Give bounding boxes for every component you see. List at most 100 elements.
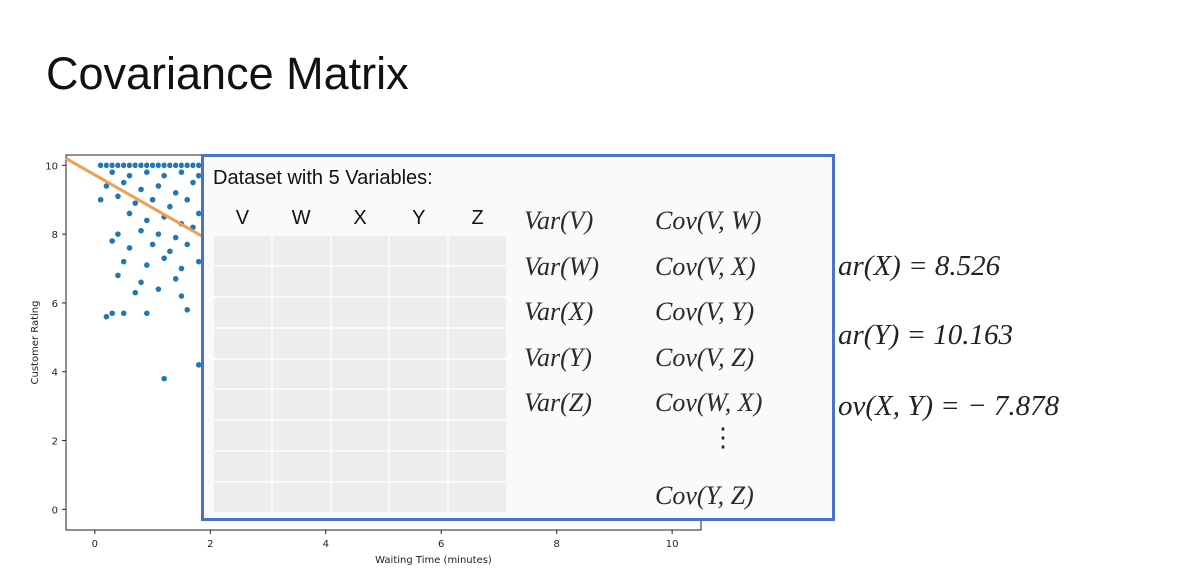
- table-cell: [214, 328, 271, 358]
- table-cell: [390, 452, 448, 482]
- data-point: [183, 196, 191, 204]
- y-tick-label: 6: [52, 299, 58, 310]
- covariance-list: Cov(V, W) Cov(V, X) Cov(V, Y) Cov(V, Z) …: [655, 206, 762, 434]
- table-cell: [272, 266, 330, 296]
- table-cell: [449, 483, 506, 512]
- var-y-equation: ar(Y) = 10.163: [838, 319, 1014, 351]
- table-cell: [331, 390, 389, 420]
- table-cell: [390, 266, 448, 296]
- data-point: [131, 199, 139, 207]
- regression-line: [65, 157, 206, 239]
- x-tick-label: 6: [438, 539, 444, 550]
- covariance-item: Cov(W, X): [655, 388, 763, 417]
- table-cell: [272, 359, 330, 389]
- data-point: [114, 271, 122, 280]
- x-tick-label: 0: [92, 539, 98, 550]
- data-point: [177, 168, 186, 176]
- table-cell: [272, 483, 330, 512]
- x-axis-label: Waiting Time (minutes): [375, 555, 492, 566]
- data-point: [137, 185, 145, 194]
- column-header-y: Y: [390, 202, 448, 234]
- covariance-item-last: Cov(Y, Z): [655, 481, 754, 510]
- data-point: [183, 306, 191, 314]
- var-x-equation: ar(X) = 8.526: [838, 250, 1001, 282]
- table-cell: [272, 452, 330, 482]
- data-point: [148, 240, 157, 249]
- data-point: [143, 216, 151, 224]
- column-header-z: Z: [449, 202, 506, 234]
- table-cell: [390, 359, 448, 389]
- table-cell: [331, 483, 389, 512]
- data-point: [108, 168, 116, 176]
- column-header-v: V: [214, 202, 271, 234]
- table-cell: [214, 452, 271, 482]
- data-point: [189, 178, 197, 187]
- table-cell: [331, 452, 389, 482]
- covariance-item: Cov(V, X): [655, 251, 756, 281]
- x-tick-label: 10: [666, 539, 679, 550]
- variance-item: Var(Y): [524, 342, 592, 372]
- table-cell: [331, 236, 389, 265]
- data-point: [160, 254, 168, 262]
- data-point: [125, 244, 134, 252]
- variance-item: Var(W): [524, 251, 600, 281]
- table-cell: [214, 359, 271, 389]
- data-point: [143, 309, 151, 317]
- table-cell: [390, 483, 448, 512]
- y-tick-label: 10: [45, 161, 58, 172]
- data-point: [160, 172, 168, 180]
- dataset-popup: Dataset with 5 Variables: V W X Y Z Var(…: [201, 154, 835, 521]
- x-tick-label: 4: [323, 539, 329, 550]
- variance-item: Var(V): [524, 206, 594, 235]
- data-point: [154, 182, 162, 190]
- data-point: [108, 309, 116, 317]
- y-axis-label: Customer Rating: [30, 301, 41, 385]
- vertical-ellipsis: ⋮: [710, 423, 736, 452]
- y-tick-label: 8: [52, 230, 58, 241]
- table-cell: [449, 328, 506, 358]
- table-cell: [390, 421, 448, 451]
- slide-title: Covariance Matrix: [46, 48, 409, 99]
- cov-xy-equation: ov(X, Y) = − 7.878: [838, 390, 1060, 422]
- table-cell: [214, 266, 271, 296]
- data-point: [177, 264, 186, 273]
- table-cell: [449, 390, 506, 420]
- column-header-x: X: [331, 202, 389, 234]
- table-cell: [390, 297, 448, 327]
- table-cell: [449, 266, 506, 296]
- variance-item: Var(X): [524, 297, 594, 326]
- table-cell: [272, 236, 330, 265]
- data-point: [143, 168, 151, 176]
- x-tick-label: 8: [553, 539, 559, 550]
- data-point: [125, 209, 134, 218]
- data-point: [172, 275, 180, 283]
- table-cell: [449, 452, 506, 482]
- data-point: [177, 292, 186, 300]
- table-cell: [331, 297, 389, 327]
- table-cell: [214, 236, 271, 265]
- table-cell: [272, 328, 330, 358]
- data-point: [137, 227, 145, 235]
- data-point: [143, 261, 151, 269]
- table-cell: [449, 236, 506, 265]
- table-cell: [331, 421, 389, 451]
- data-point: [102, 313, 111, 321]
- table-cell: [390, 390, 448, 420]
- table-cell: [449, 297, 506, 327]
- data-point: [114, 230, 122, 238]
- dataset-table: V W X Y Z: [214, 202, 506, 512]
- popup-title: Dataset with 5 Variables:: [213, 167, 433, 189]
- data-point: [154, 230, 162, 238]
- data-point: [160, 375, 168, 383]
- table-cell: [449, 359, 506, 389]
- table-cell: [214, 390, 271, 420]
- data-point: [154, 285, 162, 293]
- table-cell: [214, 297, 271, 327]
- x-tick-label: 2: [207, 539, 213, 550]
- data-point: [120, 309, 128, 317]
- table-cell: [272, 390, 330, 420]
- data-point: [137, 278, 145, 286]
- data-point: [97, 196, 105, 204]
- table-cell: [390, 236, 448, 265]
- table-cell: [331, 266, 389, 296]
